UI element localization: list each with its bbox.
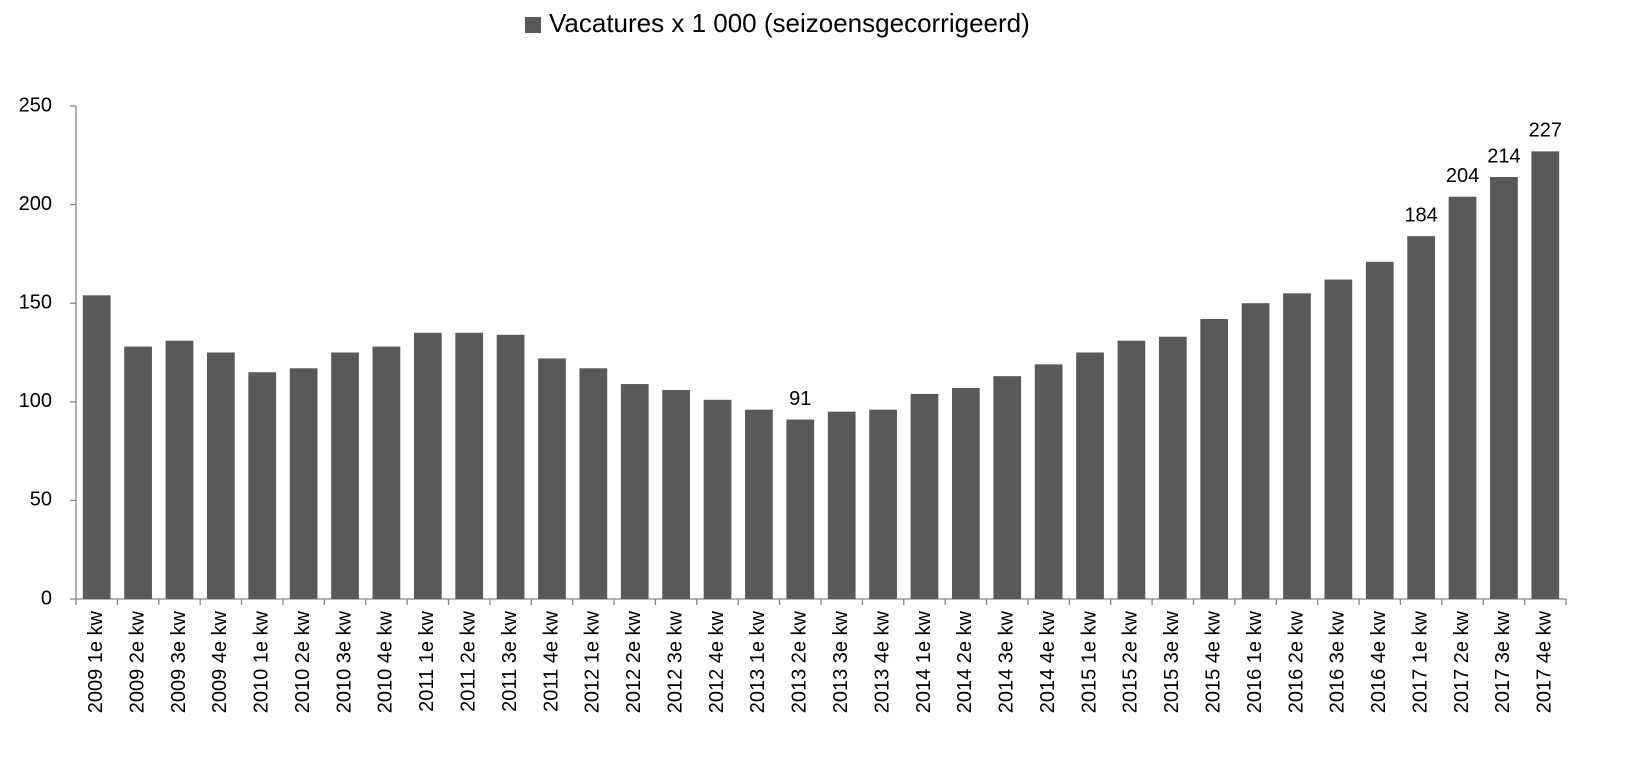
y-tick-label: 50 bbox=[30, 489, 52, 511]
x-tick-label: 2016 2e kw bbox=[1285, 610, 1307, 713]
bar bbox=[1117, 340, 1146, 599]
x-tick-label: 2014 4e kw bbox=[1037, 610, 1059, 713]
x-tick-label: 2016 4e kw bbox=[1368, 610, 1390, 713]
bar bbox=[1034, 364, 1063, 599]
x-tick-label: 2012 1e kw bbox=[582, 610, 604, 713]
x-tick-label: 2017 3e kw bbox=[1492, 610, 1514, 713]
x-tick-label: 2015 3e kw bbox=[1161, 610, 1183, 713]
x-tick-label: 2015 4e kw bbox=[1202, 610, 1224, 713]
x-tick-label: 2009 3e kw bbox=[168, 610, 190, 713]
x-tick-label: 2014 3e kw bbox=[996, 610, 1018, 713]
x-tick-label: 2010 1e kw bbox=[251, 610, 273, 713]
x-tick-label: 2012 2e kw bbox=[623, 610, 645, 713]
bar bbox=[496, 334, 525, 599]
bar bbox=[910, 393, 939, 599]
bar bbox=[1241, 303, 1270, 599]
bar bbox=[579, 368, 608, 599]
x-tick-label: 2010 4e kw bbox=[375, 610, 397, 713]
data-label: 227 bbox=[1529, 120, 1562, 142]
bar bbox=[248, 372, 277, 599]
x-tick-label: 2016 3e kw bbox=[1327, 610, 1349, 713]
bar bbox=[703, 399, 732, 599]
bar bbox=[1448, 196, 1477, 599]
y-tick-label: 100 bbox=[19, 390, 52, 412]
bar bbox=[620, 384, 649, 599]
bar bbox=[165, 340, 194, 599]
x-tick-label: 2017 1e kw bbox=[1409, 610, 1431, 713]
y-tick-label: 250 bbox=[19, 94, 52, 116]
bar bbox=[538, 358, 566, 599]
x-tick-label: 2013 2e kw bbox=[789, 610, 811, 713]
y-tick-label: 200 bbox=[19, 193, 52, 215]
bar bbox=[786, 419, 815, 599]
legend-swatch bbox=[525, 17, 541, 33]
x-tick-label: 2015 2e kw bbox=[1120, 610, 1142, 713]
x-tick-label: 2012 3e kw bbox=[664, 610, 686, 713]
bar bbox=[993, 376, 1022, 599]
bar bbox=[869, 409, 897, 599]
bar bbox=[82, 295, 111, 599]
bar bbox=[372, 346, 401, 599]
x-tick-label: 2011 2e kw bbox=[457, 610, 479, 711]
bar bbox=[1283, 293, 1311, 599]
bar bbox=[1407, 236, 1436, 600]
bar bbox=[1200, 318, 1229, 599]
x-tick-label: 2011 1e kw bbox=[416, 610, 438, 711]
bar bbox=[206, 352, 235, 599]
x-tick-label: 2009 2e kw bbox=[126, 610, 148, 713]
data-label: 214 bbox=[1487, 145, 1520, 167]
bar bbox=[951, 387, 980, 599]
bar bbox=[1324, 279, 1353, 599]
legend-label: Vacatures x 1 000 (seizoensgecorrigeerd) bbox=[549, 8, 1030, 38]
x-tick-label: 2010 2e kw bbox=[292, 610, 314, 713]
x-tick-label: 2017 2e kw bbox=[1451, 610, 1473, 713]
bar bbox=[745, 409, 773, 599]
bar bbox=[827, 411, 856, 599]
bar bbox=[1365, 261, 1394, 599]
x-tick-label: 2011 4e kw bbox=[540, 610, 562, 711]
data-label: 184 bbox=[1404, 204, 1437, 226]
y-tick-label: 150 bbox=[19, 291, 52, 313]
x-tick-label: 2011 3e kw bbox=[499, 610, 521, 711]
x-tick-label: 2012 4e kw bbox=[706, 610, 728, 713]
x-tick-label: 2010 3e kw bbox=[333, 610, 355, 713]
bar bbox=[662, 389, 691, 599]
bar bbox=[1158, 336, 1187, 599]
x-tick-label: 2017 4e kw bbox=[1534, 610, 1556, 713]
bar bbox=[413, 332, 442, 599]
x-tick-label: 2013 1e kw bbox=[747, 610, 769, 713]
bar bbox=[289, 368, 318, 599]
x-tick-label: 2013 4e kw bbox=[871, 610, 893, 713]
data-label: 91 bbox=[789, 388, 811, 410]
x-tick-label: 2016 1e kw bbox=[1244, 610, 1266, 713]
x-tick-label: 2014 1e kw bbox=[913, 610, 935, 713]
x-tick-label: 2015 1e kw bbox=[1078, 610, 1100, 713]
x-tick-label: 2014 2e kw bbox=[954, 610, 976, 713]
bar bbox=[1076, 352, 1104, 599]
data-label: 204 bbox=[1446, 165, 1479, 187]
bar bbox=[1490, 176, 1518, 599]
y-tick-label: 0 bbox=[41, 587, 52, 609]
x-tick-label: 2013 3e kw bbox=[830, 610, 852, 713]
x-tick-label: 2009 4e kw bbox=[209, 610, 231, 713]
bar bbox=[1531, 151, 1560, 599]
bar bbox=[331, 352, 359, 599]
bar bbox=[124, 346, 152, 599]
x-tick-label: 2009 1e kw bbox=[85, 610, 107, 713]
bar bbox=[455, 332, 484, 599]
